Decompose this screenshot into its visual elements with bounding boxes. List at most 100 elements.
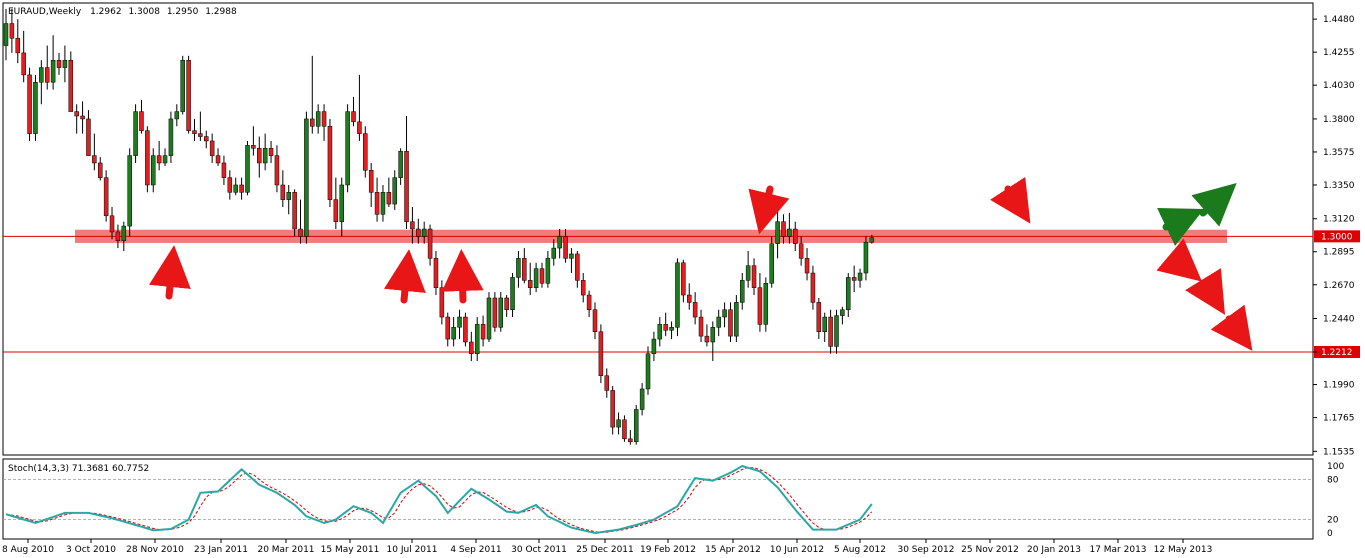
candle-body-3 — [21, 52, 26, 76]
red-down-arrow-2 — [1185, 268, 1226, 315]
candle-body-102 — [604, 375, 610, 391]
y-tick-label-7: 1.2895 — [1323, 248, 1355, 258]
x-tick-label-18: 12 May 2013 — [1154, 545, 1213, 555]
x-tick-label-1: 3 Oct 2010 — [66, 545, 116, 555]
candle-body-23 — [139, 111, 144, 131]
candle-body-70 — [416, 228, 421, 237]
y-tick-label-11: 1.1990 — [1323, 381, 1355, 391]
y-tick-label-0: 1.4480 — [1323, 15, 1355, 25]
price-levels: 1.3000 1.2212 — [3, 230, 1360, 358]
level-tag-text-1: 1.2212 — [1321, 348, 1353, 358]
candle-body-143 — [846, 277, 851, 310]
stoch-tick-label-3: 0 — [1327, 529, 1333, 539]
candle-body-78 — [463, 316, 468, 343]
candle-body-93 — [551, 247, 557, 259]
candle-body-46 — [274, 155, 280, 186]
level-tag-1 — [1314, 345, 1360, 358]
arrow-annotations — [149, 176, 1253, 351]
x-tick-label-3: 23 Jan 2011 — [194, 545, 248, 555]
candle-body-40 — [239, 184, 244, 193]
candle-body-45 — [268, 148, 274, 156]
x-tick-label-5: 15 May 2011 — [321, 545, 380, 555]
candle-body-99 — [586, 294, 592, 310]
x-tick-label-11: 15 Apr 2012 — [705, 545, 761, 555]
candle-body-71 — [421, 228, 427, 237]
candle-body-72 — [427, 228, 433, 259]
green-up-arrow-1 — [1157, 208, 1204, 246]
candle-body-146 — [863, 241, 869, 274]
candle-body-7 — [44, 67, 50, 83]
candles-layer — [3, 8, 875, 445]
x-tick-label-12: 10 Jun 2012 — [770, 545, 824, 555]
candle-body-118 — [698, 316, 704, 337]
candle-body-128 — [757, 287, 763, 325]
candle-body-39 — [233, 184, 238, 193]
candle-body-21 — [127, 155, 132, 227]
stoch-tick-label-1: 80 — [1327, 475, 1339, 485]
candle-body-54 — [321, 111, 327, 127]
candle-body-108 — [639, 388, 645, 410]
candle-body-97 — [575, 253, 580, 281]
candle-body-12 — [74, 111, 79, 117]
candle-body-121 — [716, 316, 721, 328]
candle-body-113 — [669, 327, 674, 331]
candle-body-42 — [251, 145, 256, 149]
candle-body-16 — [97, 162, 103, 178]
candle-body-139 — [822, 316, 827, 332]
candle-body-77 — [457, 316, 462, 328]
candle-body-134 — [793, 228, 798, 244]
candle-body-28 — [168, 118, 174, 156]
candle-body-25 — [151, 155, 156, 186]
candle-body-22 — [133, 111, 138, 156]
candle-body-88 — [522, 258, 527, 281]
candle-body-18 — [109, 215, 115, 233]
candle-body-65 — [386, 192, 392, 205]
level-tag-text-0: 1.3000 — [1321, 232, 1353, 242]
candle-body-66 — [392, 177, 397, 205]
candle-body-137 — [810, 272, 816, 303]
candle-body-126 — [745, 265, 751, 281]
candle-body-57 — [339, 184, 344, 222]
down-arrow-1 — [748, 185, 790, 235]
candle-body-109 — [645, 353, 651, 390]
y-tick-label-2: 1.4030 — [1323, 81, 1355, 91]
green-up-arrow-2 — [1191, 183, 1237, 227]
candle-body-31 — [186, 59, 191, 131]
candle-body-48 — [286, 192, 291, 200]
candle-body-94 — [557, 236, 562, 249]
x-tick-label-6: 10 Jul 2011 — [387, 545, 438, 555]
candle-body-116 — [686, 294, 692, 303]
candle-body-95 — [563, 236, 568, 259]
candle-body-64 — [380, 192, 386, 215]
candle-body-24 — [145, 130, 150, 186]
candle-body-47 — [280, 184, 286, 200]
candle-body-85 — [504, 297, 509, 310]
stoch-plot-frame — [2, 458, 1314, 540]
candle-body-140 — [828, 316, 833, 347]
candle-body-147 — [869, 237, 875, 243]
candle-body-69 — [410, 221, 415, 230]
candle-body-110 — [651, 338, 657, 354]
candle-body-107 — [633, 409, 639, 443]
candle-body-56 — [333, 199, 339, 222]
candle-body-26 — [156, 155, 162, 164]
stoch-tick-label-2: 20 — [1327, 516, 1339, 526]
candle-body-120 — [710, 327, 716, 343]
candle-body-133 — [787, 228, 792, 237]
candle-body-51 — [304, 118, 309, 237]
candle-body-141 — [834, 315, 839, 347]
red-down-arrow-1 — [1156, 238, 1203, 282]
candle-body-127 — [751, 265, 757, 288]
stoch-signal-line — [5, 467, 873, 533]
x-tick-label-17: 17 Mar 2013 — [1089, 545, 1146, 555]
x-tick-label-7: 4 Sep 2011 — [450, 545, 501, 555]
candle-body-106 — [628, 438, 633, 443]
candle-body-5 — [33, 81, 38, 134]
symbol-label: EURAUD — [8, 7, 46, 17]
red-down-arrow-3 — [1210, 304, 1253, 351]
candle-body-36 — [215, 155, 221, 164]
x-tick-label-14: 30 Sep 2012 — [897, 545, 954, 555]
candle-body-49 — [292, 192, 297, 230]
x-tick-label-9: 25 Dec 2011 — [576, 545, 634, 555]
